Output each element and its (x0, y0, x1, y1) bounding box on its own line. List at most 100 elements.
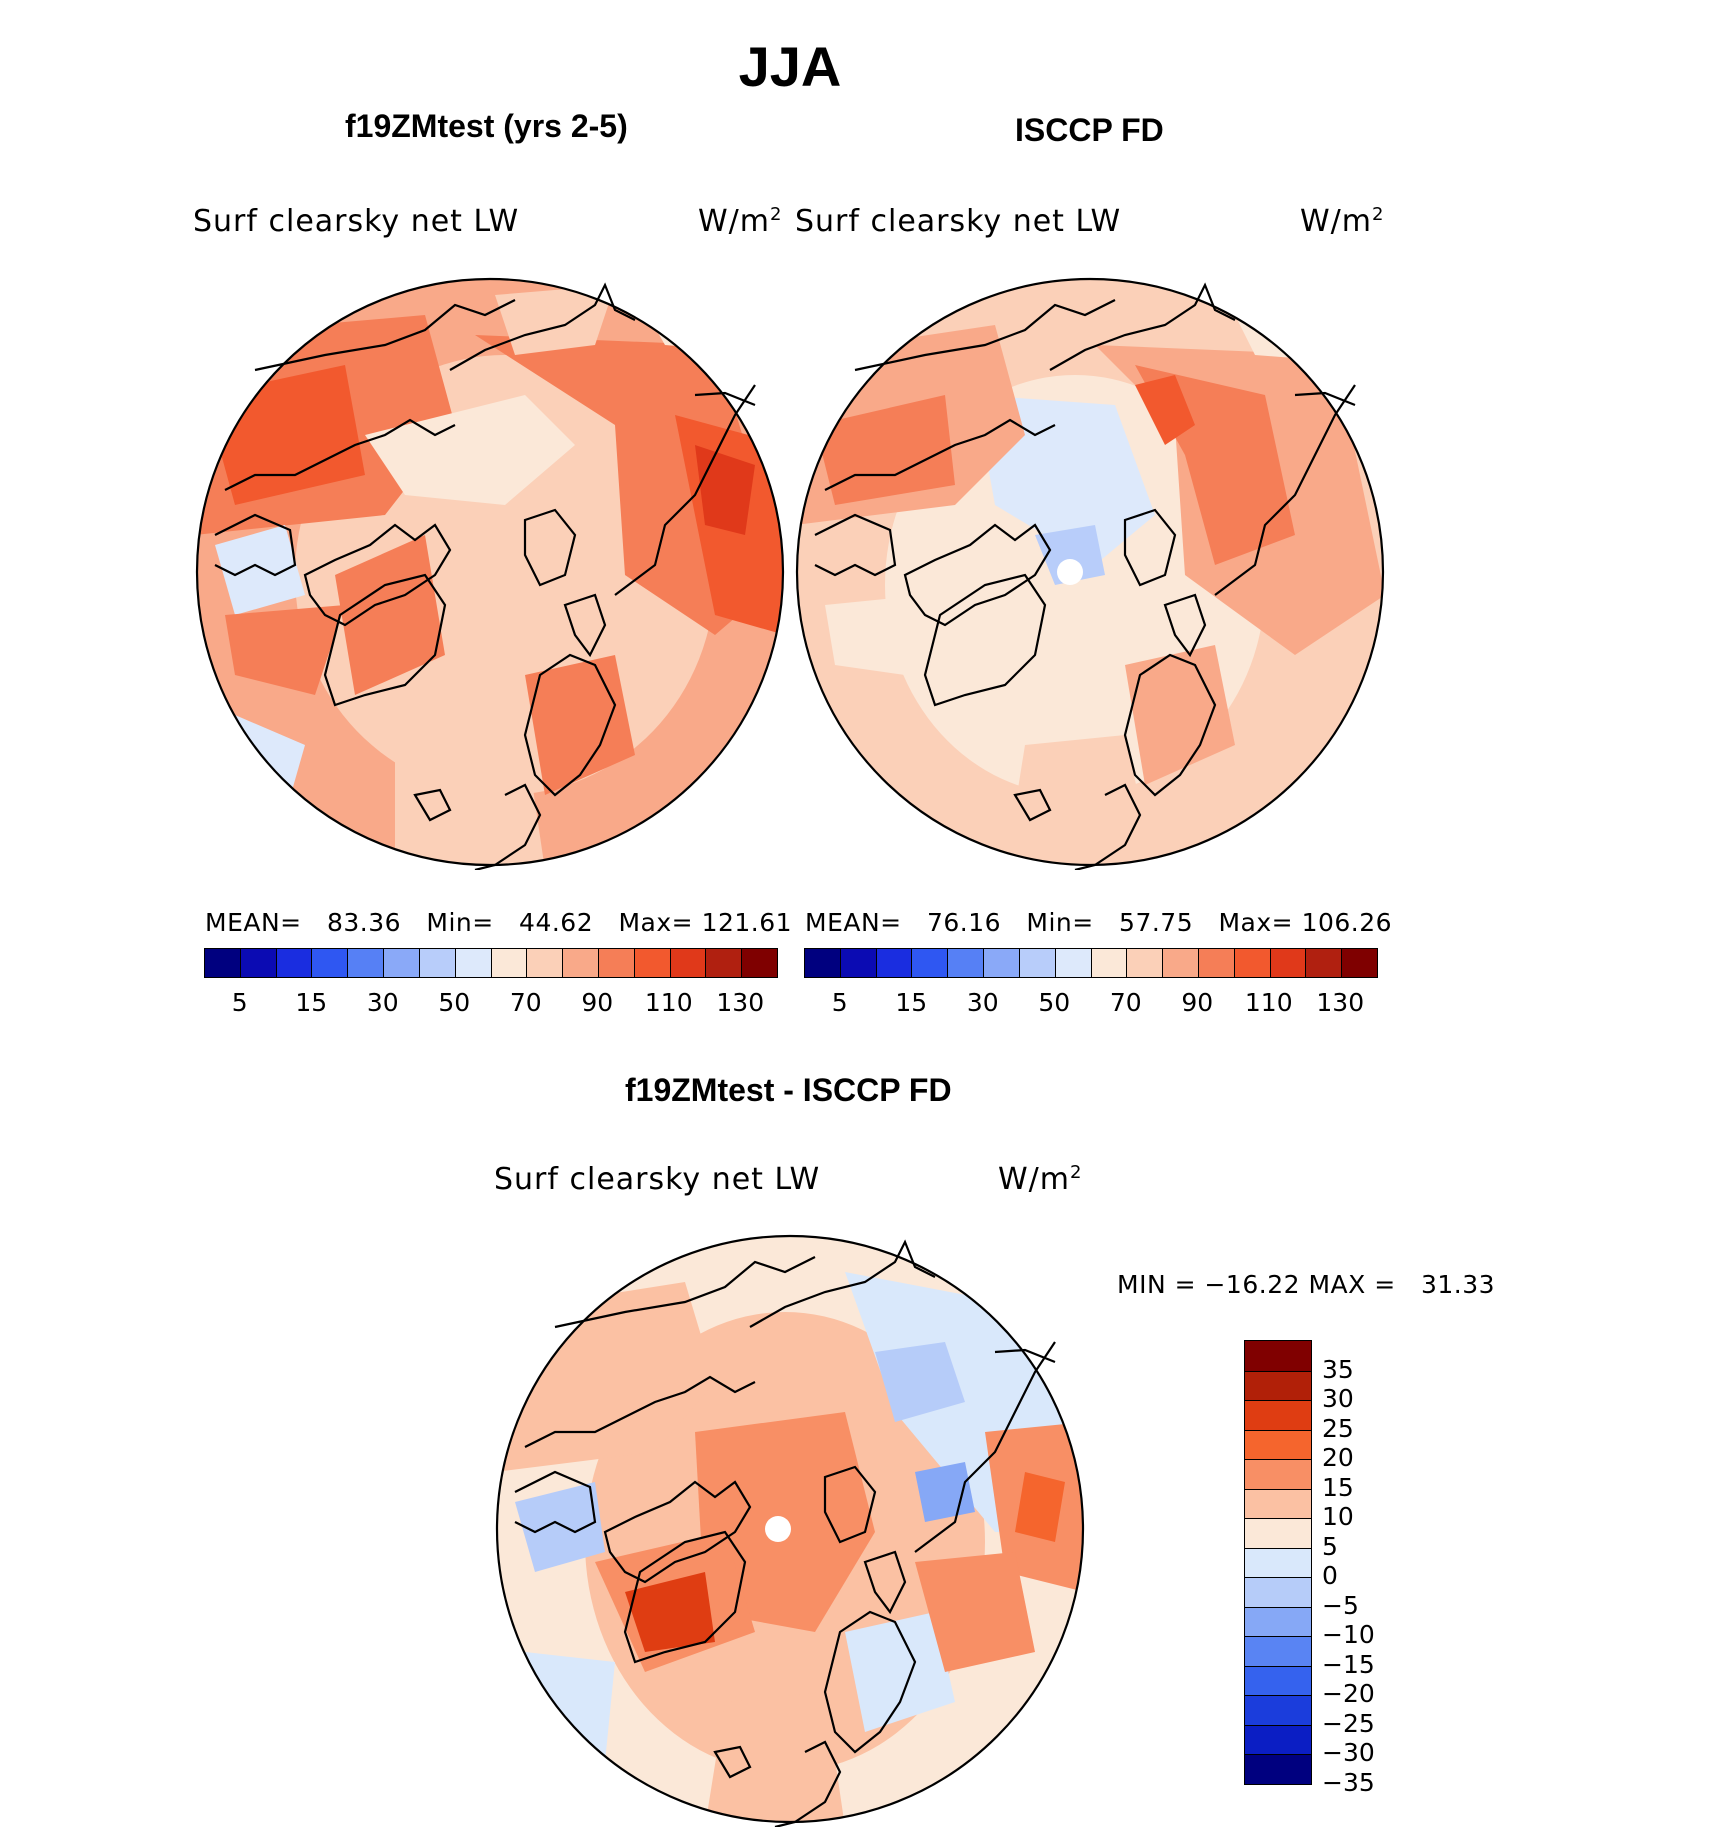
colorbar-swatch (1245, 1695, 1311, 1725)
diff-colorbar-ticks: 35 30 25 20 15 10 5 0 −5 −10 −15 −20 −25 −30 −35 (1322, 1340, 1402, 1797)
colorbar-swatch (1342, 949, 1377, 977)
colorbar-swatch (205, 949, 241, 977)
colorbar-tick-label: 130 (1316, 988, 1365, 1017)
diff-variable-label: Surf clearsky net LW (494, 1162, 821, 1197)
colorbar-swatch (384, 949, 420, 977)
colorbar-tick-label: 20 (1322, 1443, 1354, 1472)
colorbar-swatch (634, 949, 671, 977)
colorbar-swatch (1270, 949, 1307, 977)
colorbar-tick-label: 15 (895, 988, 928, 1017)
colorbar-tick-label: 15 (295, 988, 328, 1017)
colorbar-tick-label: −5 (1322, 1590, 1359, 1620)
obs-polar-map (795, 277, 1385, 870)
colorbar-tick-label: 5 (1322, 1531, 1338, 1561)
obs-colorbar-ticks: 5 15 30 50 70 90 110 130 (804, 988, 1376, 1018)
colorbar-swatch (1245, 1547, 1311, 1577)
colorbar-swatch (1245, 1636, 1311, 1666)
colorbar-tick-label: −10 (1322, 1620, 1375, 1649)
colorbar-tick-label: 30 (1322, 1384, 1354, 1413)
colorbar-swatch (1198, 949, 1235, 977)
colorbar-tick-label: 130 (716, 988, 765, 1017)
colorbar-tick-label: 50 (438, 988, 471, 1017)
model-polar-map (195, 277, 785, 870)
colorbar-swatch (805, 949, 841, 977)
model-colorbar (204, 948, 778, 978)
colorbar-tick-label: 30 (366, 988, 399, 1017)
colorbar-tick-label: 15 (1322, 1472, 1354, 1502)
colorbar-swatch (1127, 949, 1164, 977)
model-variable-label: Surf clearsky net LW (193, 204, 520, 239)
colorbar-swatch (1306, 949, 1343, 977)
colorbar-swatch (312, 949, 349, 977)
model-panel-title: f19ZMtest (yrs 2-5) (345, 108, 628, 144)
colorbar-swatch (742, 949, 777, 977)
colorbar-tick-label: −15 (1322, 1649, 1375, 1679)
figure-title: JJA (738, 35, 842, 98)
colorbar-swatch (563, 949, 599, 977)
obs-stats: MEAN= 76.16 Min= 57.75 Max= 106.26 (805, 908, 1393, 937)
colorbar-swatch (706, 949, 743, 977)
colorbar-swatch (1163, 949, 1199, 977)
colorbar-tick-label: 70 (509, 988, 542, 1017)
colorbar-tick-label: 70 (1109, 988, 1142, 1017)
colorbar-swatch (1055, 949, 1092, 977)
obs-variable-label: Surf clearsky net LW (795, 204, 1122, 239)
colorbar-tick-label: 35 (1322, 1354, 1354, 1384)
colorbar-tick-label: 0 (1322, 1561, 1338, 1590)
colorbar-swatch (1245, 1518, 1311, 1548)
colorbar-swatch (1245, 1459, 1311, 1489)
colorbar-swatch (876, 949, 913, 977)
diff-colorbar (1244, 1340, 1312, 1785)
model-colorbar-ticks: 5 15 30 50 70 90 110 130 (204, 988, 776, 1018)
colorbar-tick-label: −20 (1322, 1679, 1375, 1708)
colorbar-swatch (348, 949, 385, 977)
model-units-label: W/m2 (698, 204, 783, 239)
colorbar-swatch (984, 949, 1020, 977)
colorbar-swatch (1019, 949, 1056, 977)
colorbar-tick-label: 10 (1322, 1502, 1354, 1531)
colorbar-swatch (1245, 1400, 1311, 1430)
colorbar-tick-label: 90 (581, 988, 614, 1017)
obs-panel-title: ISCCP FD (1015, 112, 1164, 148)
colorbar-swatch (1245, 1370, 1311, 1400)
obs-colorbar (804, 948, 1378, 978)
colorbar-swatch (419, 949, 456, 977)
diff-units-label: W/m2 (998, 1162, 1083, 1197)
colorbar-tick-label: 50 (1038, 988, 1071, 1017)
colorbar-swatch (840, 949, 877, 977)
colorbar-swatch (276, 949, 313, 977)
colorbar-swatch (948, 949, 985, 977)
colorbar-swatch (527, 949, 564, 977)
colorbar-swatch (455, 949, 492, 977)
colorbar-tick-label: −35 (1322, 1767, 1375, 1797)
colorbar-swatch (1245, 1606, 1311, 1636)
colorbar-tick-label: −30 (1322, 1738, 1375, 1767)
colorbar-swatch (670, 949, 707, 977)
colorbar-tick-label: 5 (831, 988, 848, 1017)
colorbar-tick-label: 110 (1244, 988, 1293, 1017)
colorbar-swatch (1245, 1488, 1311, 1518)
colorbar-tick-label: 25 (1322, 1413, 1354, 1443)
colorbar-swatch (1245, 1665, 1311, 1695)
colorbar-swatch (240, 949, 277, 977)
colorbar-swatch (598, 949, 635, 977)
colorbar-swatch (1245, 1429, 1311, 1459)
colorbar-tick-label: 5 (231, 988, 248, 1017)
obs-units-label: W/m2 (1300, 204, 1385, 239)
diff-minmax: MIN = −16.22 MAX = 31.33 (1117, 1270, 1496, 1299)
colorbar-swatch (1091, 949, 1128, 977)
colorbar-swatch (1234, 949, 1271, 977)
colorbar-tick-label: 110 (644, 988, 693, 1017)
colorbar-tick-label: 30 (966, 988, 999, 1017)
colorbar-swatch (912, 949, 949, 977)
colorbar-swatch (491, 949, 528, 977)
diff-panel-title: f19ZMtest - ISCCP FD (625, 1072, 952, 1108)
colorbar-tick-label: −25 (1322, 1708, 1375, 1738)
colorbar-swatch (1245, 1724, 1311, 1754)
model-stats: MEAN= 83.36 Min= 44.62 Max= 121.61 (205, 908, 793, 937)
colorbar-tick-label: 90 (1181, 988, 1214, 1017)
diff-polar-map (495, 1234, 1085, 1827)
colorbar-swatch (1245, 1754, 1311, 1784)
colorbar-swatch (1245, 1577, 1311, 1607)
colorbar-swatch (1245, 1341, 1311, 1371)
